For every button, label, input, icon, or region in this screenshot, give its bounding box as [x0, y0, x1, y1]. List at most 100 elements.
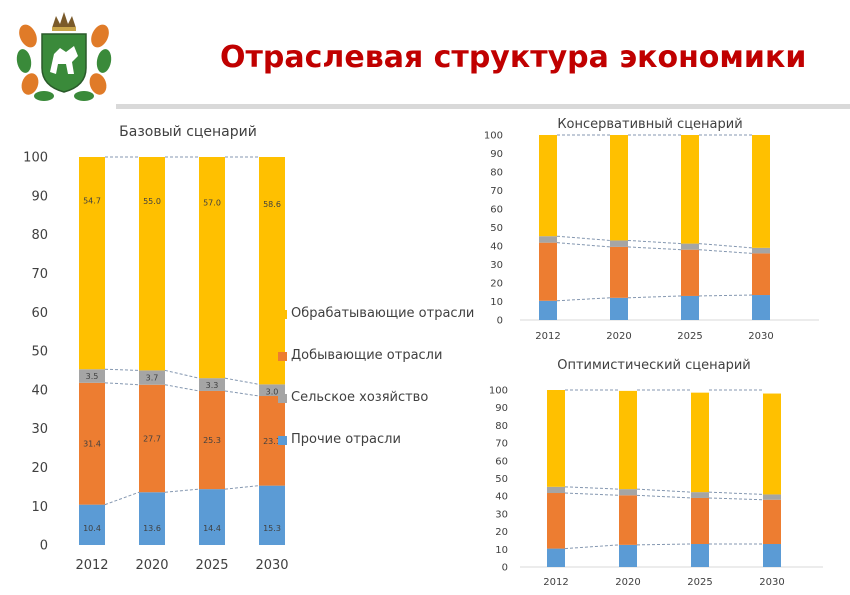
x-tick-label: 2012	[535, 331, 560, 342]
data-label: 58.6	[263, 200, 281, 209]
chart-title: Оптимистический сценарий	[557, 358, 751, 373]
bar-segment-extraction	[681, 249, 699, 296]
bar-segment-agriculture	[259, 384, 285, 397]
series-trend-line	[708, 497, 764, 501]
series-trend-line	[564, 486, 620, 490]
title-divider	[116, 104, 850, 109]
y-tick-label: 10	[495, 545, 508, 556]
series-trend-line	[698, 294, 753, 297]
series-trend-line	[698, 249, 753, 254]
tomsk-region-coat-of-arms-icon	[14, 6, 114, 106]
series-trend-line	[636, 543, 692, 546]
y-tick-label: 50	[31, 345, 48, 360]
data-label: 54.7	[83, 197, 101, 206]
series-trend-line	[627, 246, 682, 251]
y-tick-label: 50	[490, 223, 503, 234]
y-tick-label: 60	[490, 205, 503, 216]
y-tick-label: 70	[31, 267, 48, 282]
y-tick-label: 40	[495, 492, 508, 503]
bar-segment-extraction	[139, 384, 165, 493]
chart-title: Базовый сценарий	[119, 124, 257, 140]
x-tick-label: 2030	[748, 331, 773, 342]
y-tick-label: 30	[31, 422, 48, 437]
series-trend-line	[627, 239, 682, 245]
x-tick-label: 2020	[606, 331, 631, 342]
legend-label: Добывающие отрасли	[291, 348, 443, 363]
y-tick-label: 80	[495, 421, 508, 432]
x-tick-label: 2025	[687, 577, 712, 588]
series-trend-line	[627, 295, 682, 299]
data-label: 13.6	[143, 524, 161, 533]
bar-segment-extraction	[79, 382, 105, 505]
bar-segment-manufacturing	[610, 135, 628, 241]
chart-title: Консервативный сценарий	[557, 117, 742, 132]
x-tick-label: 2020	[135, 558, 168, 573]
data-label: 3.7	[146, 373, 159, 382]
data-label: 10.4	[83, 524, 101, 533]
y-tick-label: 20	[495, 527, 508, 538]
bar-segment-agriculture	[752, 247, 770, 254]
data-label: 31.4	[83, 440, 101, 449]
series-trend-line	[164, 384, 200, 392]
data-label: 15.3	[263, 524, 281, 533]
series-trend-line	[698, 243, 753, 249]
series-trend-line	[104, 491, 140, 506]
series-trend-line	[104, 382, 140, 386]
bar-segment-extraction	[539, 242, 557, 301]
series-trend-line	[564, 544, 620, 550]
series-trend-line	[636, 494, 692, 499]
y-tick-label: 0	[40, 539, 48, 554]
bar-segment-manufacturing	[547, 390, 565, 487]
series-trend-line	[224, 485, 260, 490]
page-title: Отраслевая структура экономики	[220, 40, 807, 75]
y-tick-label: 80	[31, 228, 48, 243]
bar-segment-agriculture	[610, 240, 628, 247]
data-label: 3.0	[266, 387, 279, 396]
bar-segment-manufacturing	[691, 392, 709, 493]
bar-segment-agriculture	[539, 236, 557, 243]
bar-segment-extraction	[691, 497, 709, 544]
bar-segment-manufacturing	[752, 135, 770, 248]
series-trend-line	[636, 488, 692, 493]
emblem-crown	[52, 12, 76, 31]
y-tick-label: 10	[31, 500, 48, 515]
y-tick-label: 0	[497, 316, 503, 327]
legend-swatch	[278, 310, 287, 319]
bar-segment-other	[199, 489, 225, 545]
bar-segment-other	[691, 543, 709, 567]
x-tick-label: 2030	[255, 558, 288, 573]
bar-segment-other	[681, 295, 699, 320]
bar-segment-extraction	[763, 499, 781, 544]
y-tick-label: 100	[484, 131, 503, 142]
y-tick-label: 100	[489, 386, 508, 397]
legend-swatch	[278, 394, 287, 403]
y-tick-label: 0	[502, 563, 508, 574]
data-label: 14.4	[203, 524, 221, 533]
bar-segment-extraction	[752, 253, 770, 296]
y-tick-label: 50	[495, 474, 508, 485]
bar-segment-manufacturing	[79, 157, 105, 370]
x-tick-label: 2012	[75, 558, 108, 573]
y-tick-label: 90	[490, 149, 503, 160]
bar-segment-other	[539, 300, 557, 320]
bar-segment-other	[79, 504, 105, 545]
legend-label: Обрабатывающие отрасли	[291, 306, 475, 321]
data-label: 27.7	[143, 434, 161, 443]
series-trend-line	[164, 369, 200, 379]
bar-segment-extraction	[619, 495, 637, 545]
y-tick-label: 70	[495, 439, 508, 450]
data-label: 55.0	[143, 197, 161, 206]
x-tick-label: 2020	[615, 577, 640, 588]
data-label: 57.0	[203, 199, 221, 208]
bar-segment-extraction	[547, 493, 565, 549]
legend-swatch	[278, 352, 287, 361]
bar-segment-agriculture	[691, 492, 709, 498]
bar-segment-other	[139, 492, 165, 545]
bar-segment-manufacturing	[199, 157, 225, 379]
y-tick-label: 40	[490, 242, 503, 253]
bar-segment-extraction	[199, 390, 225, 490]
y-tick-label: 30	[490, 260, 503, 271]
bar-segment-manufacturing	[681, 135, 699, 244]
emblem-leaves	[16, 24, 112, 101]
y-tick-label: 60	[495, 456, 508, 467]
